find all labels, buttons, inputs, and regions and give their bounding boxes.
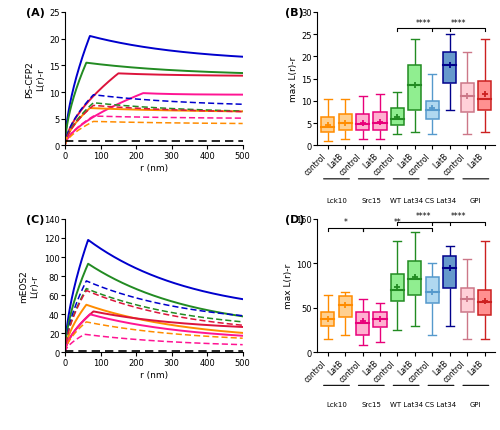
Bar [426,102,439,120]
Bar [478,82,491,111]
Text: Src15: Src15 [362,197,382,203]
Text: WT Lat34: WT Lat34 [390,402,422,408]
Y-axis label: PS-CFP2
L(r)-r: PS-CFP2 L(r)-r [24,61,45,98]
Text: GPI: GPI [470,197,482,203]
Text: WT Lat34: WT Lat34 [390,197,422,203]
Text: ****: **** [416,18,432,28]
Bar [374,313,386,328]
Text: **: ** [394,218,402,227]
Text: CS Lat34: CS Lat34 [426,197,456,203]
Text: CS Lat34: CS Lat34 [426,402,456,408]
X-axis label: r (nm): r (nm) [140,163,168,172]
Bar [338,115,352,131]
Text: GPI: GPI [470,402,482,408]
Text: *: * [343,218,347,227]
Y-axis label: max L(r)-r: max L(r)-r [284,264,293,309]
Bar [460,289,473,313]
Text: (B): (B) [286,8,304,18]
Bar [391,274,404,301]
Text: Lck10: Lck10 [326,402,347,408]
Text: (C): (C) [26,214,44,224]
Bar [408,66,422,111]
Bar [408,261,422,295]
X-axis label: r (nm): r (nm) [140,370,168,379]
Text: ****: **** [416,212,432,221]
Bar [374,113,386,131]
Bar [460,84,473,113]
Bar [356,115,369,131]
Text: (A): (A) [26,8,45,18]
Bar [443,257,456,289]
Bar [321,313,334,326]
Text: Src15: Src15 [362,402,382,408]
Text: (D): (D) [286,214,305,224]
Bar [478,290,491,315]
Text: ****: **** [450,212,466,221]
Y-axis label: max L(r)-r: max L(r)-r [290,57,298,102]
Bar [356,313,369,335]
Bar [338,297,352,317]
Bar [321,117,334,133]
Bar [426,277,439,304]
Text: Lck10: Lck10 [326,197,347,203]
Bar [443,53,456,84]
Text: ****: **** [450,18,466,28]
Bar [391,108,404,126]
Y-axis label: mEOS2
L(r)-r: mEOS2 L(r)-r [20,270,40,302]
